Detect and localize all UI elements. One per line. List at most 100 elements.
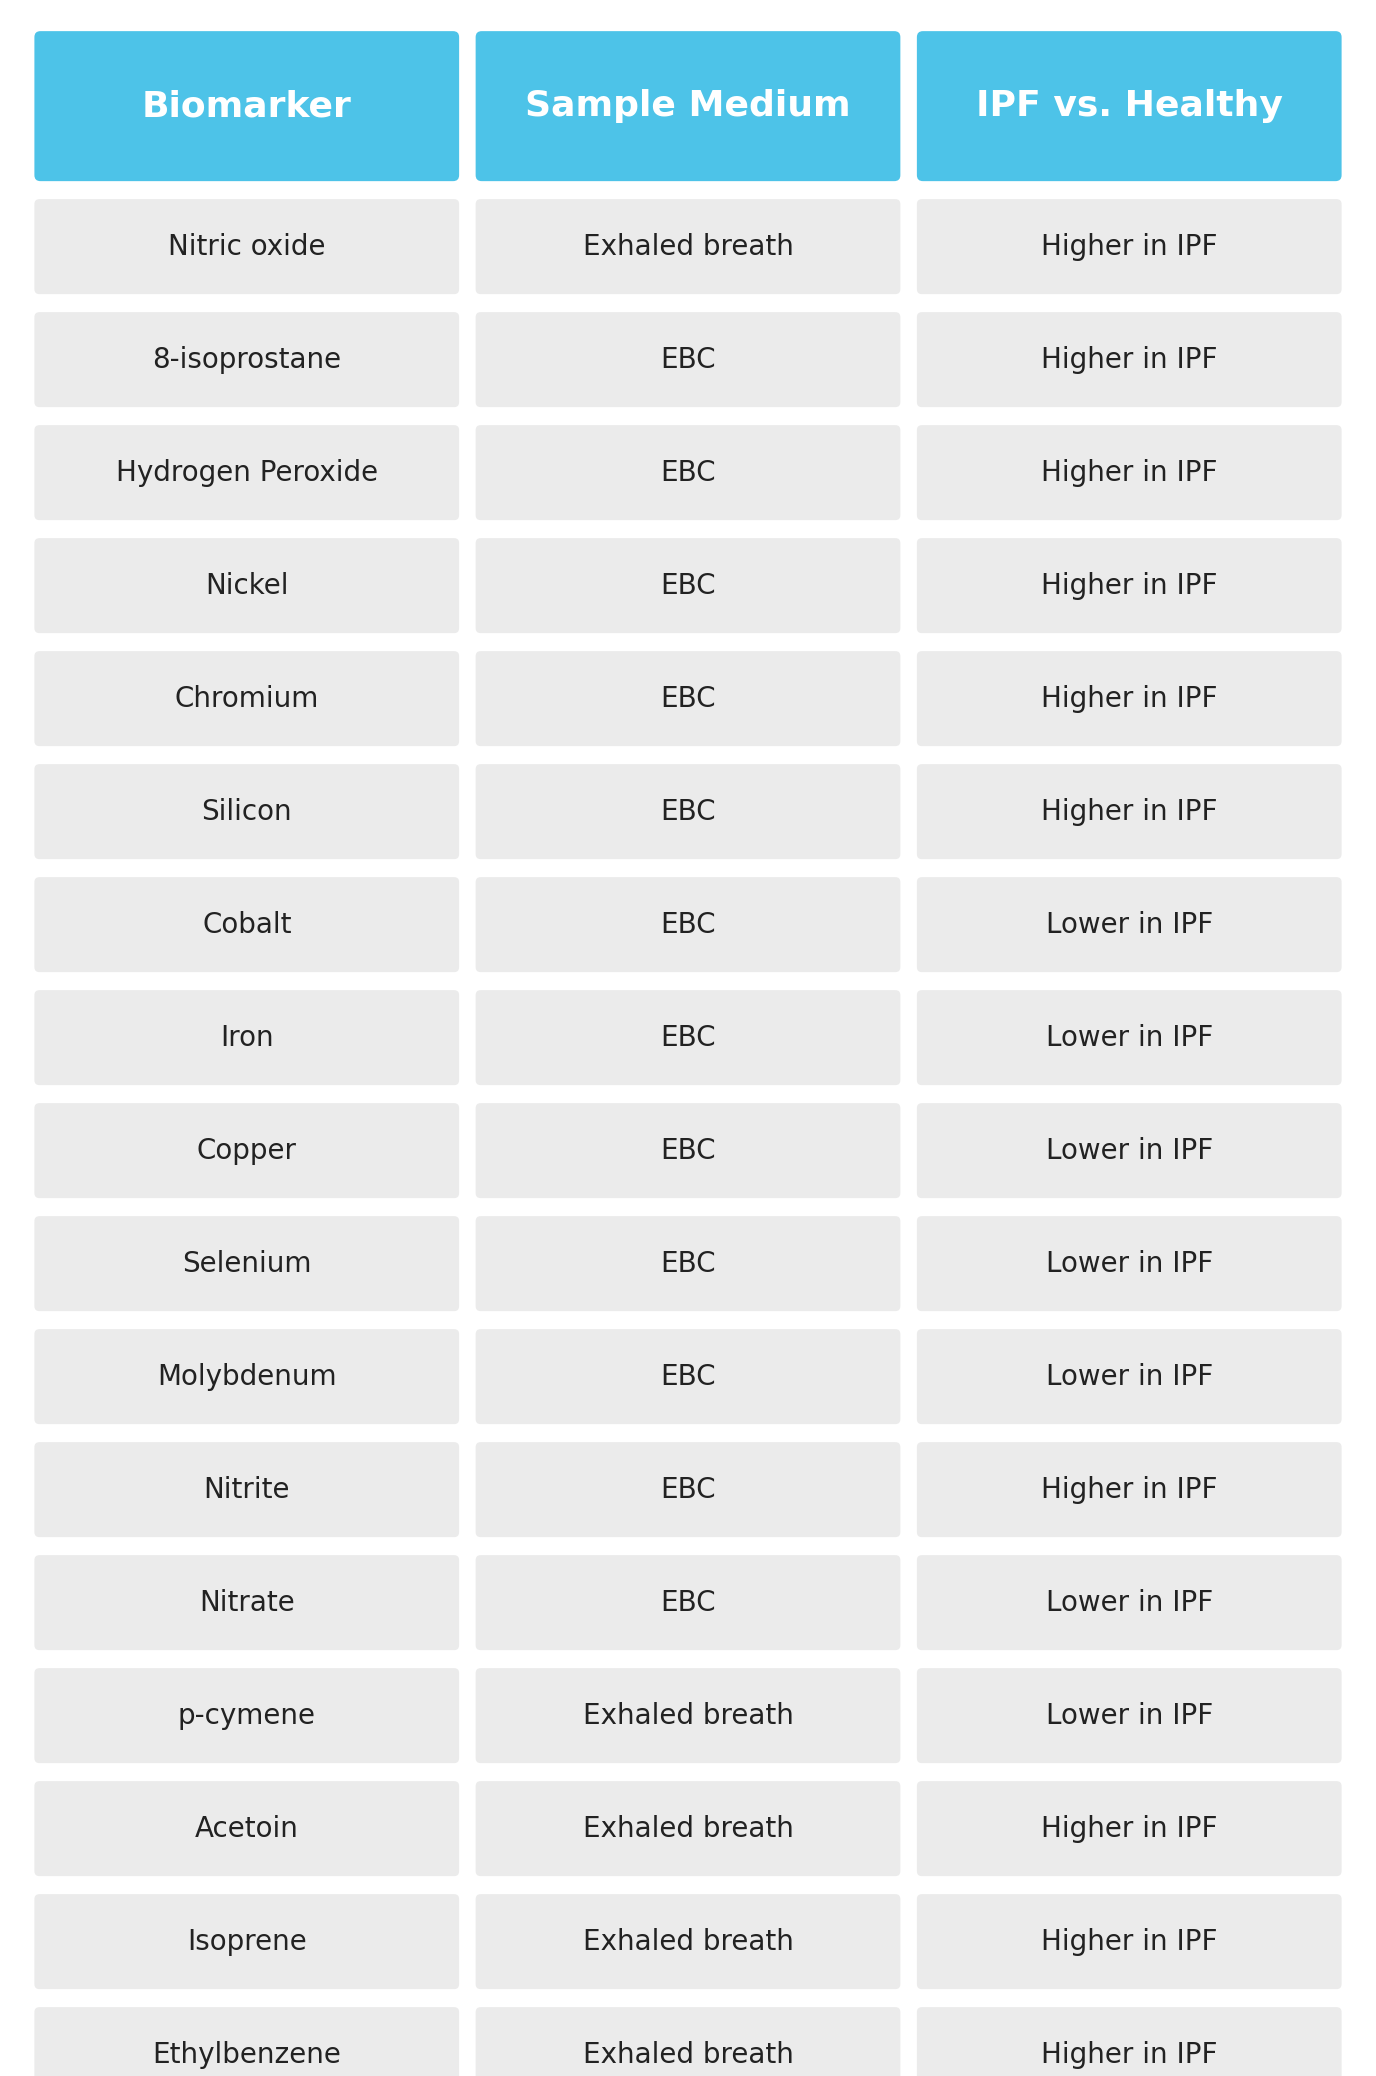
Text: Exhaled breath: Exhaled breath [582,1702,794,1729]
Text: IPF vs. Healthy: IPF vs. Healthy [976,89,1282,122]
FancyBboxPatch shape [476,2007,900,2076]
Text: Lower in IPF: Lower in IPF [1046,911,1212,938]
Text: Copper: Copper [197,1138,297,1165]
FancyBboxPatch shape [34,31,460,181]
Text: EBC: EBC [660,911,716,938]
FancyBboxPatch shape [476,1217,900,1312]
FancyBboxPatch shape [476,538,900,633]
FancyBboxPatch shape [476,1329,900,1424]
FancyBboxPatch shape [916,1669,1342,1763]
FancyBboxPatch shape [476,1781,900,1877]
Text: Sample Medium: Sample Medium [526,89,850,122]
FancyBboxPatch shape [476,426,900,521]
FancyBboxPatch shape [476,31,900,181]
Text: Exhaled breath: Exhaled breath [582,1929,794,1956]
FancyBboxPatch shape [34,1781,460,1877]
Text: Lower in IPF: Lower in IPF [1046,1702,1212,1729]
FancyBboxPatch shape [476,764,900,859]
Text: Lower in IPF: Lower in IPF [1046,1138,1212,1165]
FancyBboxPatch shape [916,538,1342,633]
Text: EBC: EBC [660,345,716,374]
FancyBboxPatch shape [916,426,1342,521]
FancyBboxPatch shape [34,1555,460,1650]
FancyBboxPatch shape [476,1443,900,1536]
FancyBboxPatch shape [916,2007,1342,2076]
Text: Cobalt: Cobalt [202,911,292,938]
Text: EBC: EBC [660,1476,716,1503]
FancyBboxPatch shape [34,1669,460,1763]
FancyBboxPatch shape [476,199,900,295]
FancyBboxPatch shape [34,426,460,521]
Text: Exhaled breath: Exhaled breath [582,1814,794,1843]
Text: Higher in IPF: Higher in IPF [1042,2041,1218,2068]
Text: Molybdenum: Molybdenum [157,1362,337,1391]
Text: Chromium: Chromium [175,685,319,712]
FancyBboxPatch shape [34,199,460,295]
FancyBboxPatch shape [916,31,1342,181]
FancyBboxPatch shape [916,1329,1342,1424]
FancyBboxPatch shape [916,311,1342,407]
FancyBboxPatch shape [916,652,1342,745]
Text: EBC: EBC [660,1250,716,1277]
Text: EBC: EBC [660,1023,716,1053]
FancyBboxPatch shape [476,878,900,972]
Text: EBC: EBC [660,685,716,712]
FancyBboxPatch shape [34,990,460,1086]
Text: EBC: EBC [660,1138,716,1165]
Text: EBC: EBC [660,1362,716,1391]
Text: EBC: EBC [660,797,716,826]
FancyBboxPatch shape [34,538,460,633]
Text: Lower in IPF: Lower in IPF [1046,1023,1212,1053]
FancyBboxPatch shape [34,1102,460,1198]
FancyBboxPatch shape [34,652,460,745]
Text: Biomarker: Biomarker [142,89,352,122]
FancyBboxPatch shape [916,764,1342,859]
FancyBboxPatch shape [34,2007,460,2076]
Text: 8-isoprostane: 8-isoprostane [153,345,341,374]
Text: Higher in IPF: Higher in IPF [1042,345,1218,374]
Text: Selenium: Selenium [182,1250,311,1277]
Text: Higher in IPF: Higher in IPF [1042,1476,1218,1503]
Text: Acetoin: Acetoin [195,1814,299,1843]
FancyBboxPatch shape [916,1443,1342,1536]
Text: Higher in IPF: Higher in IPF [1042,797,1218,826]
FancyBboxPatch shape [916,878,1342,972]
Text: Nitric oxide: Nitric oxide [168,233,326,262]
Text: Higher in IPF: Higher in IPF [1042,1814,1218,1843]
Text: Lower in IPF: Lower in IPF [1046,1588,1212,1617]
Text: Higher in IPF: Higher in IPF [1042,459,1218,486]
Text: Isoprene: Isoprene [187,1929,307,1956]
FancyBboxPatch shape [34,878,460,972]
FancyBboxPatch shape [476,990,900,1086]
FancyBboxPatch shape [34,1329,460,1424]
Text: Nickel: Nickel [205,571,289,600]
Text: p-cymene: p-cymene [178,1702,315,1729]
FancyBboxPatch shape [916,990,1342,1086]
FancyBboxPatch shape [476,1893,900,1989]
FancyBboxPatch shape [476,1669,900,1763]
Text: Exhaled breath: Exhaled breath [582,2041,794,2068]
FancyBboxPatch shape [476,1555,900,1650]
FancyBboxPatch shape [34,764,460,859]
Text: Lower in IPF: Lower in IPF [1046,1362,1212,1391]
FancyBboxPatch shape [34,1217,460,1312]
FancyBboxPatch shape [34,1443,460,1536]
FancyBboxPatch shape [916,199,1342,295]
Text: EBC: EBC [660,571,716,600]
Text: Exhaled breath: Exhaled breath [582,233,794,262]
FancyBboxPatch shape [916,1555,1342,1650]
FancyBboxPatch shape [916,1102,1342,1198]
Text: Higher in IPF: Higher in IPF [1042,1929,1218,1956]
Text: Ethylbenzene: Ethylbenzene [153,2041,341,2068]
Text: Silicon: Silicon [201,797,292,826]
Text: EBC: EBC [660,1588,716,1617]
FancyBboxPatch shape [476,1102,900,1198]
FancyBboxPatch shape [916,1893,1342,1989]
FancyBboxPatch shape [476,652,900,745]
Text: Iron: Iron [220,1023,274,1053]
Text: Nitrate: Nitrate [200,1588,294,1617]
FancyBboxPatch shape [916,1217,1342,1312]
Text: Nitrite: Nitrite [204,1476,290,1503]
FancyBboxPatch shape [476,311,900,407]
FancyBboxPatch shape [34,1893,460,1989]
